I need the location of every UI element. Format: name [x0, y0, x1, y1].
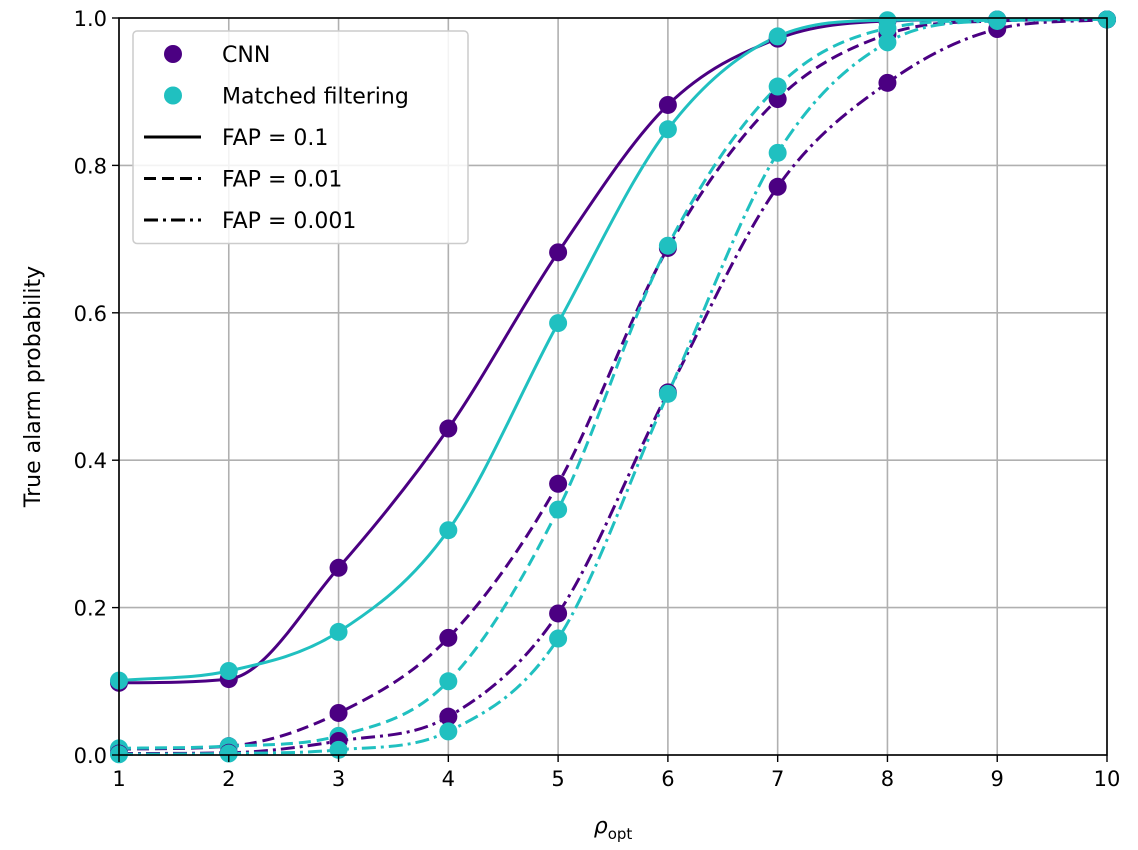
- x-tick-label: 7: [771, 767, 784, 791]
- x-tick-label: 6: [661, 767, 674, 791]
- legend-entry-fap-0-01: FAP = 0.01: [144, 168, 342, 193]
- y-tick-label: 1.0: [74, 7, 107, 31]
- data-point-matched-filtering-fap-0-01: [549, 500, 568, 519]
- series-line-matched-filtering-fap-0-1: [118, 17, 1107, 683]
- x-tick-label: 2: [222, 767, 235, 791]
- series-line-cnn-fap-0-001: [118, 17, 1108, 756]
- y-axis-ticks: 0.0 0.2 0.4 0.6 0.8 1.0: [74, 7, 119, 768]
- data-point-cnn-fap-0-1: [549, 243, 568, 262]
- x-tick-label: 5: [551, 767, 564, 791]
- data-point-cnn-fap-0-01: [329, 703, 348, 722]
- data-point-matched-filtering-fap-0-1: [549, 314, 568, 333]
- data-point-cnn-fap-0-001: [439, 707, 458, 726]
- data-point-matched-filtering-fap-0-001: [439, 722, 458, 741]
- series-line-matched-filtering-fap-0-01: [118, 17, 1108, 750]
- x-tick-label: 8: [881, 767, 894, 791]
- data-point-cnn-fap-0-1: [439, 419, 458, 438]
- legend-entry-fap-0-1: FAP = 0.1: [144, 126, 328, 151]
- data-point-matched-filtering-fap-0-001: [988, 11, 1007, 30]
- y-tick-label: 0.6: [74, 302, 107, 326]
- data-point-matched-filtering-fap-0-001: [219, 744, 238, 763]
- series-line-cnn-fap-0-01: [118, 17, 1108, 751]
- data-point-cnn-fap-0-1: [329, 558, 348, 577]
- x-tick-label: 4: [442, 767, 455, 791]
- data-point-matched-filtering-fap-0-1: [219, 661, 238, 680]
- data-point-matched-filtering-fap-0-01: [878, 19, 897, 38]
- legend-label: CNN: [222, 43, 270, 68]
- data-point-cnn-fap-0-01: [549, 474, 568, 493]
- data-point-matched-filtering-fap-0-001: [878, 33, 897, 52]
- data-point-matched-filtering-fap-0-001: [658, 384, 677, 403]
- x-axis-label: ρopt: [594, 814, 633, 843]
- data-point-matched-filtering-fap-0-1: [439, 521, 458, 540]
- y-axis-label: True alarm probability: [21, 266, 46, 508]
- data-point-matched-filtering-fap-0-001: [768, 143, 787, 162]
- data-point-matched-filtering-fap-0-01: [439, 672, 458, 691]
- legend-marker: [164, 86, 182, 105]
- series-line-matched-filtering-fap-0-001: [118, 17, 1108, 756]
- x-tick-label: 10: [1094, 767, 1121, 791]
- x-axis-label-main: ρ: [594, 814, 608, 839]
- data-point-cnn-fap-0-1: [658, 95, 677, 114]
- plot-frame: [118, 17, 1108, 756]
- data-point-cnn-fap-0-001: [768, 177, 787, 196]
- data-point-cnn-fap-0-001: [878, 73, 897, 92]
- legend-box: [132, 30, 469, 245]
- data-point-cnn-fap-0-01: [439, 628, 458, 647]
- data-point-cnn-fap-0-01: [768, 90, 787, 109]
- y-tick-label: 0.4: [74, 449, 107, 473]
- legend-marker: [164, 45, 182, 63]
- data-point-matched-filtering-fap-0-1: [768, 27, 787, 46]
- data-point-matched-filtering-fap-0-001: [549, 629, 568, 648]
- legend-label: Matched filtering: [222, 85, 409, 110]
- data-point-cnn-fap-0-001: [549, 604, 568, 623]
- legend-label: FAP = 0.1: [222, 126, 328, 151]
- x-axis-ticks: 1 2 3 4 5 6 7 8 9 10: [112, 755, 1120, 791]
- x-tick-label: 9: [991, 767, 1004, 791]
- legend-entry-cnn: CNN: [164, 43, 270, 68]
- legend-entry-fap-0-001: FAP = 0.001: [144, 209, 356, 234]
- y-tick-label: 0.0: [74, 744, 107, 768]
- x-axis-label-subscript: opt: [608, 825, 633, 843]
- y-tick-label: 0.2: [74, 597, 107, 621]
- x-tick-label: 1: [112, 767, 125, 791]
- data-point-matched-filtering-fap-0-01: [658, 236, 677, 255]
- legend: CNN Matched filtering FAP = 0.1 FAP = 0.01 F…: [132, 30, 469, 245]
- data-point-matched-filtering-fap-0-1: [329, 622, 348, 641]
- legend-label: FAP = 0.001: [222, 209, 356, 234]
- data-point-matched-filtering-fap-0-01: [768, 77, 787, 96]
- y-tick-label: 0.8: [74, 154, 107, 178]
- x-tick-label: 3: [332, 767, 345, 791]
- series-layer: [118, 17, 1108, 756]
- data-point-matched-filtering-fap-0-1: [658, 120, 677, 139]
- legend-label: FAP = 0.01: [222, 168, 342, 193]
- legend-entry-matched-filtering: Matched filtering: [164, 85, 409, 110]
